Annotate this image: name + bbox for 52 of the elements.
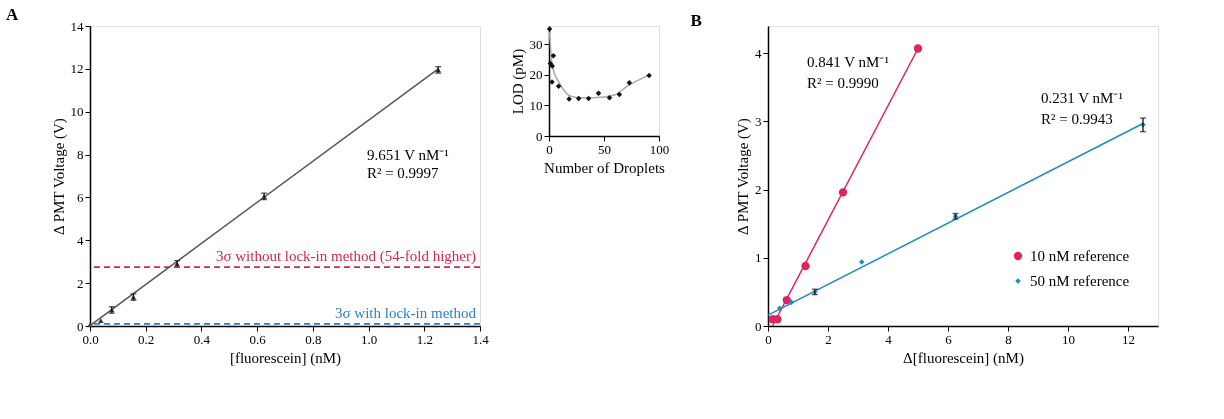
annotation: R² = 0.9990 [807,75,879,91]
x-tick-label: 1.2 [416,331,433,347]
legend-label: 50 nM reference [1030,273,1130,289]
x-tick-label: 0.4 [193,331,211,347]
y-tick-label: 4 [77,232,84,248]
x-tick-label: 0.8 [305,331,322,347]
y-axis-title: Δ PMT Voltage (V) [735,118,752,235]
y-axis-title: LOD (pM) [509,48,527,115]
y-tick-label: 30 [529,36,543,52]
ref-line-label: 3σ with lock-in method [335,304,477,321]
x-tick-label: 50 [598,141,611,157]
ref-line-label: 3σ without lock-in method (54-fold higher) [215,248,476,266]
y-tick-label: 1 [755,250,762,266]
y-tick-label: 2 [77,275,84,291]
x-tick-label: 1.4 [472,331,490,347]
annotation: 0.841 V nM⁻¹ [807,54,889,70]
y-tick-label: 10 [529,97,543,113]
chart-title: B [690,11,702,30]
y-tick-label: 12 [70,61,84,77]
legend-label: 10 nM reference [1030,248,1130,264]
x-tick-label: 0.0 [82,331,99,347]
y-tick-label: 10 [70,104,84,120]
x-tick-label: 0 [765,331,772,347]
chart-title: A [6,5,19,24]
x-axis-title: Number of Droplets [544,159,666,176]
y-tick-label: 0 [755,318,762,334]
annotation: 9.651 V nM⁻¹ [366,147,449,163]
x-tick-label: 1.0 [360,331,378,347]
x-tick-label: 0 [546,141,553,157]
y-tick-label: 3 [755,113,762,129]
x-tick-label: 10 [1062,331,1075,347]
y-axis-title: Δ PMT Voltage (V) [50,118,68,235]
x-tick-label: 6 [945,331,953,347]
x-tick-label: 4 [885,331,893,347]
x-axis-title: Δ[fluorescein] (nM) [903,349,1024,367]
y-tick-label: 0 [536,128,543,144]
x-tick-label: 8 [1005,331,1012,347]
y-tick-label: 2 [755,182,762,198]
x-tick-label: 0.2 [138,331,155,347]
y-tick-label: 20 [529,67,543,83]
y-tick-label: 4 [755,45,762,61]
y-tick-label: 14 [70,18,84,34]
x-tick-label: 100 [649,141,670,157]
annotation: 0.231 V nM⁻¹ [1041,90,1123,106]
x-tick-label: 2 [825,331,832,347]
x-tick-label: 12 [1122,331,1135,347]
y-tick-label: 6 [77,189,84,205]
x-tick-label: 0.6 [249,331,267,347]
annotation: R² = 0.9943 [1041,111,1113,127]
y-tick-label: 0 [77,318,84,334]
annotation: R² = 0.9997 [366,165,440,181]
x-axis-title: [fluorescein] (nM) [229,349,342,367]
